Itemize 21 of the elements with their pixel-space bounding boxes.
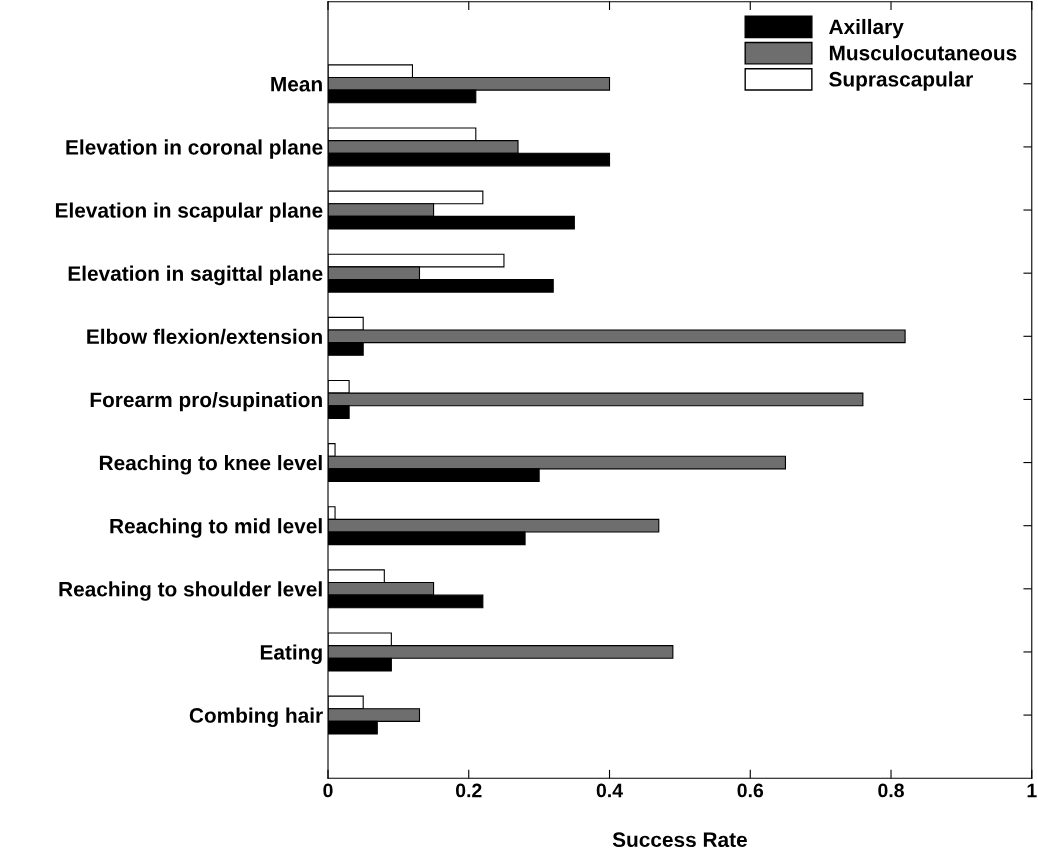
y-tick-label: Elevation in coronal plane — [66, 139, 323, 159]
y-tick-label: Elevation in scapular plane — [55, 202, 323, 222]
y-tick-label: Combing hair — [189, 707, 323, 728]
x-tick-label: 0.6 — [737, 783, 764, 798]
legend-label: Musculocutaneous — [829, 45, 1017, 61]
legend-label: Axillary — [829, 18, 904, 39]
y-tick-label: Reaching to knee level — [99, 455, 322, 475]
y-tick-label: Forearm pro/supination — [90, 391, 322, 412]
y-tick-label: Mean — [271, 77, 322, 92]
x-tick-label: 0 — [323, 783, 333, 798]
y-tick-label: Reaching to mid level — [110, 518, 322, 538]
y-tick-label: Reaching to shoulder level — [59, 581, 322, 601]
y-tick-label: Elbow flexion/extension — [87, 328, 322, 345]
y-tick-label: Eating — [260, 644, 322, 664]
x-axis-title: Success Rate — [612, 832, 747, 848]
x-tick-label: 0.2 — [456, 783, 482, 798]
x-tick-label: 1 — [1027, 783, 1037, 798]
x-tick-label: 0.8 — [878, 783, 904, 798]
y-tick-label: Elevation in sagittal plane — [68, 265, 323, 286]
x-tick-label: 0.4 — [596, 783, 623, 798]
legend-label: Suprascapular — [829, 71, 973, 91]
